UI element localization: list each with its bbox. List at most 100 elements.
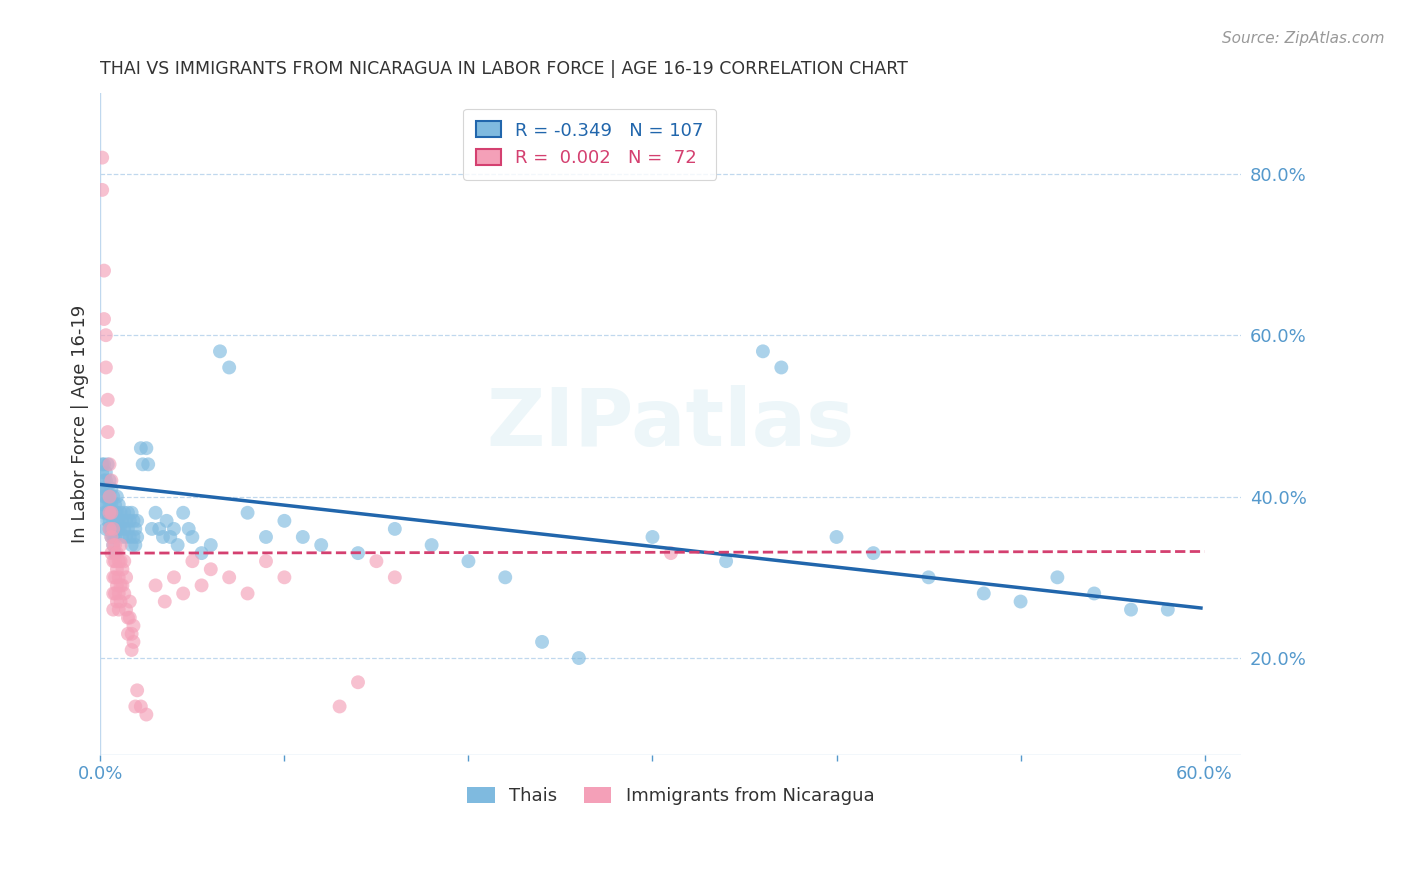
Point: [181, 554, 204, 568]
Point: [97, 514, 120, 528]
Point: [91, 183, 114, 197]
Point: [236, 586, 259, 600]
Point: [97, 392, 120, 407]
Point: [105, 594, 128, 608]
Point: [124, 538, 146, 552]
Point: [104, 586, 127, 600]
Point: [384, 570, 406, 584]
Point: [103, 538, 125, 552]
Point: [145, 506, 167, 520]
Point: [93, 498, 115, 512]
Point: [107, 498, 129, 512]
Point: [107, 586, 129, 600]
Point: [115, 602, 138, 616]
Point: [752, 344, 775, 359]
Point: [457, 554, 479, 568]
Point: [107, 602, 129, 616]
Point: [420, 538, 443, 552]
Point: [110, 578, 132, 592]
Point: [110, 554, 132, 568]
Point: [122, 619, 145, 633]
Point: [159, 530, 181, 544]
Point: [98, 490, 121, 504]
Point: [98, 474, 121, 488]
Point: [115, 514, 138, 528]
Point: [97, 458, 120, 472]
Point: [103, 506, 125, 520]
Point: [103, 586, 125, 600]
Point: [104, 498, 127, 512]
Point: [103, 490, 125, 504]
Text: THAI VS IMMIGRANTS FROM NICARAGUA IN LABOR FORCE | AGE 16-19 CORRELATION CHART: THAI VS IMMIGRANTS FROM NICARAGUA IN LAB…: [100, 60, 908, 78]
Point: [97, 506, 120, 520]
Point: [127, 530, 149, 544]
Legend: Thais, Immigrants from Nicaragua: Thais, Immigrants from Nicaragua: [460, 780, 882, 812]
Point: [177, 522, 200, 536]
Point: [104, 538, 127, 552]
Point: [172, 586, 194, 600]
Point: [100, 474, 122, 488]
Point: [309, 538, 332, 552]
Point: [110, 538, 132, 552]
Point: [100, 530, 122, 544]
Point: [103, 554, 125, 568]
Point: [100, 530, 122, 544]
Point: [94, 328, 117, 343]
Point: [200, 562, 222, 576]
Point: [163, 570, 186, 584]
Point: [273, 570, 295, 584]
Point: [122, 530, 145, 544]
Point: [1046, 570, 1069, 584]
Point: [97, 498, 120, 512]
Point: [218, 570, 240, 584]
Point: [531, 635, 554, 649]
Point: [93, 263, 115, 277]
Point: [714, 554, 737, 568]
Point: [115, 530, 138, 544]
Point: [117, 506, 139, 520]
Point: [104, 546, 127, 560]
Point: [110, 594, 132, 608]
Point: [124, 699, 146, 714]
Point: [117, 627, 139, 641]
Point: [152, 530, 174, 544]
Point: [100, 482, 122, 496]
Point: [100, 546, 122, 560]
Point: [107, 570, 129, 584]
Point: [329, 699, 352, 714]
Point: [105, 562, 128, 576]
Point: [163, 522, 186, 536]
Point: [131, 458, 153, 472]
Point: [190, 546, 212, 560]
Point: [973, 586, 995, 600]
Text: Source: ZipAtlas.com: Source: ZipAtlas.com: [1222, 31, 1385, 46]
Point: [118, 610, 141, 624]
Point: [1010, 594, 1032, 608]
Point: [94, 490, 117, 504]
Point: [104, 506, 127, 520]
Point: [254, 554, 277, 568]
Point: [117, 522, 139, 536]
Point: [91, 458, 114, 472]
Point: [93, 474, 115, 488]
Point: [104, 554, 127, 568]
Point: [105, 578, 128, 592]
Point: [105, 506, 128, 520]
Point: [111, 514, 134, 528]
Point: [129, 699, 152, 714]
Point: [104, 570, 127, 584]
Point: [93, 458, 115, 472]
Point: [121, 643, 143, 657]
Point: [208, 344, 231, 359]
Text: ZIPatlas: ZIPatlas: [486, 385, 855, 463]
Point: [104, 522, 127, 536]
Point: [94, 474, 117, 488]
Point: [97, 490, 120, 504]
Point: [122, 514, 145, 528]
Point: [917, 570, 939, 584]
Point: [641, 530, 664, 544]
Point: [127, 683, 149, 698]
Point: [91, 466, 114, 480]
Point: [122, 635, 145, 649]
Point: [94, 360, 117, 375]
